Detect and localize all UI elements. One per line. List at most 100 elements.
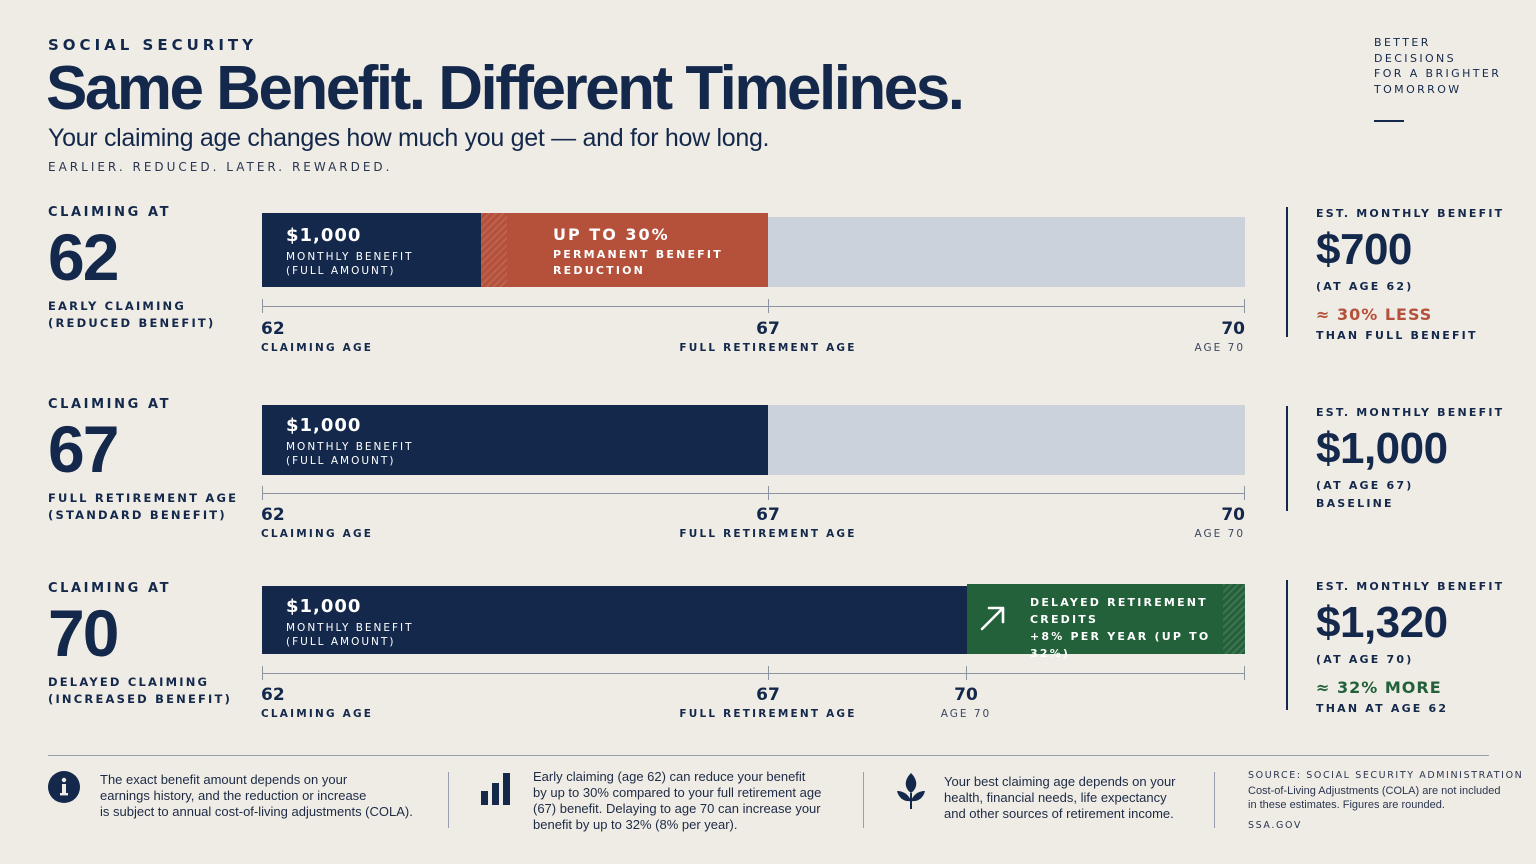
arrow-up-right-icon <box>980 606 1005 631</box>
bar-sub: (FULL AMOUNT) <box>286 455 396 467</box>
tick-label: AGE 70 <box>1194 342 1245 354</box>
bar-sub: (FULL AMOUNT) <box>286 265 396 277</box>
source-line: Cost-of-Living Adjustments (COLA) are no… <box>1248 785 1501 797</box>
bar-amount: $1,000 <box>286 415 362 436</box>
estimate-age: (AT AGE 70) <box>1316 653 1414 666</box>
credits-line: DELAYED RETIREMENT <box>1030 596 1208 609</box>
bar-reduction: UP TO 30% PERMANENT BENEFIT REDUCTION <box>481 213 768 287</box>
footer-line: is subject to annual cost-of-living adju… <box>100 804 413 819</box>
footer-note-1: The exact benefit amount depends on your… <box>100 772 413 820</box>
estimate-rule <box>1286 406 1288 511</box>
footer-separator <box>448 772 449 828</box>
reduction-sub: PERMANENT BENEFIT <box>553 248 723 261</box>
page-tagline: EARLIER. REDUCED. LATER. REWARDED. <box>48 160 393 174</box>
estimate-67: EST. MONTHLY BENEFIT $1,000 (AT AGE 67) … <box>1316 406 1504 510</box>
row-note: DELAYED CLAIMING <box>48 675 210 689</box>
bar-sub: MONTHLY BENEFIT <box>286 622 414 634</box>
footer-line: health, financial needs, life expectancy <box>944 790 1167 805</box>
axis-tick <box>768 486 769 500</box>
tick-62: 62 CLAIMING AGE <box>261 685 373 720</box>
reduction-title: UP TO 30% <box>553 225 670 244</box>
info-icon <box>48 771 80 803</box>
row-note: EARLY CLAIMING <box>48 299 187 313</box>
motto-line: DECISIONS <box>1374 51 1457 65</box>
page-subtitle: Your claiming age changes how much you g… <box>48 124 770 152</box>
header-kicker: SOCIAL SECURITY <box>48 36 257 54</box>
row-kicker: CLAIMING AT <box>48 397 172 412</box>
credits-hatch <box>1223 584 1245 654</box>
axis-tick <box>262 299 263 313</box>
timeline-axis <box>262 493 1245 494</box>
row-kicker: CLAIMING AT <box>48 205 172 220</box>
tick-label: AGE 70 <box>940 708 992 720</box>
bar-sub: MONTHLY BENEFIT <box>286 251 414 263</box>
estimate-label: EST. MONTHLY BENEFIT <box>1316 580 1505 593</box>
row-67-heading: CLAIMING AT 67 FULL RETIREMENT AGE (STAN… <box>48 397 238 524</box>
timeline-axis <box>262 673 1245 674</box>
reduction-hatch <box>481 213 507 287</box>
tick-number: 70 <box>954 685 978 705</box>
estimate-age: (AT AGE 62) <box>1316 280 1414 293</box>
credits-line: CREDITS <box>1030 613 1099 626</box>
tick-label: AGE 70 <box>1194 528 1245 540</box>
tick-67: 67 FULL RETIREMENT AGE <box>668 319 868 354</box>
tick-label: FULL RETIREMENT AGE <box>679 342 857 354</box>
bar-sub: (FULL AMOUNT) <box>286 636 396 648</box>
estimate-foot: THAN FULL BENEFIT <box>1316 329 1478 342</box>
estimate-value: $1,320 <box>1316 598 1448 647</box>
axis-tick <box>1244 666 1245 680</box>
axis-tick <box>262 486 263 500</box>
footer-line: by up to 30% compared to your full retir… <box>533 785 822 800</box>
estimate-rule <box>1286 580 1288 710</box>
estimate-label: EST. MONTHLY BENEFIT <box>1316 406 1505 419</box>
timeline-axis <box>262 306 1245 307</box>
tick-62: 62 CLAIMING AGE <box>261 505 373 540</box>
credits-text: DELAYED RETIREMENT CREDITS +8% PER YEAR … <box>1030 594 1245 662</box>
source-label: SOURCE: SOCIAL SECURITY ADMINISTRATION <box>1248 770 1524 781</box>
row-70-heading: CLAIMING AT 70 DELAYED CLAIMING (INCREAS… <box>48 581 232 708</box>
tick-number: 62 <box>261 505 285 525</box>
tick-number: 67 <box>756 685 780 705</box>
row-note: (STANDARD BENEFIT) <box>48 508 227 522</box>
footer-line: The exact benefit amount depends on your <box>100 772 348 787</box>
estimate-70: EST. MONTHLY BENEFIT $1,320 (AT AGE 70) … <box>1316 580 1504 715</box>
tick-label: FULL RETIREMENT AGE <box>679 708 857 720</box>
estimate-delta: ≈ 32% MORE <box>1316 678 1442 697</box>
footer-line: and other sources of retirement income. <box>944 806 1174 821</box>
axis-tick <box>768 299 769 313</box>
tick-label: CLAIMING AGE <box>261 528 374 540</box>
estimate-age: (AT AGE 67) <box>1316 479 1414 492</box>
footer-source: SOURCE: SOCIAL SECURITY ADMINISTRATION C… <box>1248 770 1523 831</box>
bar-full-benefit: $1,000 MONTHLY BENEFIT (FULL AMOUNT) <box>262 586 967 654</box>
tick-number: 70 <box>1221 319 1245 339</box>
estimate-foot: BASELINE <box>1316 497 1394 510</box>
estimate-label: EST. MONTHLY BENEFIT <box>1316 207 1505 220</box>
footer-separator <box>1214 772 1215 828</box>
tick-70: 70 AGE 70 <box>916 685 1016 720</box>
footer-line: benefit by up to 32% (8% per year). <box>533 817 738 832</box>
source-site: SSA.GOV <box>1248 820 1302 831</box>
estimate-value: $1,000 <box>1316 424 1448 473</box>
bar-full-benefit: $1,000 MONTHLY BENEFIT (FULL AMOUNT) <box>262 213 481 287</box>
row-note: (INCREASED BENEFIT) <box>48 692 233 706</box>
bar-delayed-credits: DELAYED RETIREMENT CREDITS +8% PER YEAR … <box>967 584 1245 660</box>
tick-number: 70 <box>1221 505 1245 525</box>
row-62-heading: CLAIMING AT 62 EARLY CLAIMING (REDUCED B… <box>48 205 215 332</box>
tick-number: 62 <box>261 685 285 705</box>
estimate-62: EST. MONTHLY BENEFIT $700 (AT AGE 62) ≈ … <box>1316 207 1504 342</box>
reduction-sub: REDUCTION <box>553 264 646 277</box>
bar-full-benefit: $1,000 MONTHLY BENEFIT (FULL AMOUNT) <box>262 405 768 475</box>
page-title: Same Benefit. Different Timelines. <box>46 54 965 123</box>
axis-tick <box>1244 299 1245 313</box>
axis-tick <box>768 666 769 680</box>
estimate-foot: THAN AT AGE 62 <box>1316 702 1449 715</box>
motto-line: FOR A BRIGHTER <box>1374 67 1502 80</box>
axis-tick <box>1244 486 1245 500</box>
row-age: 67 <box>48 412 119 486</box>
estimate-delta: ≈ 30% LESS <box>1316 305 1433 324</box>
axis-tick <box>966 666 967 680</box>
footer-note-2: Early claiming (age 62) can reduce your … <box>533 769 821 833</box>
credits-line: +8% PER YEAR (UP TO 32%) <box>1030 630 1211 660</box>
footer-line: (67) benefit. Delaying to age 70 can inc… <box>533 801 821 816</box>
row-kicker: CLAIMING AT <box>48 581 172 596</box>
